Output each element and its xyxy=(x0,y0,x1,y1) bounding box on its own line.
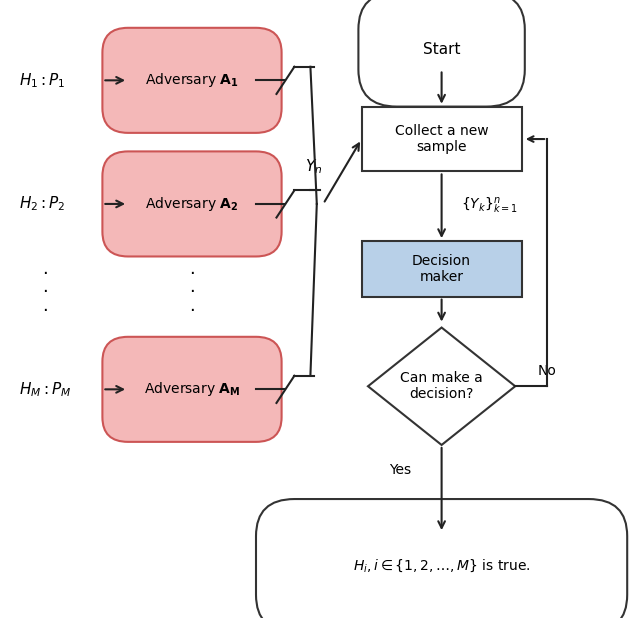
FancyArrowPatch shape xyxy=(324,143,359,201)
FancyBboxPatch shape xyxy=(102,151,282,256)
FancyBboxPatch shape xyxy=(102,337,282,442)
Text: $\cdot$: $\cdot$ xyxy=(189,281,195,300)
Text: Yes: Yes xyxy=(389,463,411,476)
FancyArrowPatch shape xyxy=(105,77,123,83)
Text: $\cdot$: $\cdot$ xyxy=(189,300,195,318)
Text: $\cdot$: $\cdot$ xyxy=(42,281,47,300)
Text: $H_i, i \in \{1, 2, \ldots, M\}$ is true.: $H_i, i \in \{1, 2, \ldots, M\}$ is true… xyxy=(353,557,531,574)
Text: Can make a
decision?: Can make a decision? xyxy=(400,371,483,401)
Text: Adversary $\mathbf{A_2}$: Adversary $\mathbf{A_2}$ xyxy=(145,195,239,213)
FancyBboxPatch shape xyxy=(362,241,522,297)
Text: $\{Y_k\}_{k=1}^n$: $\{Y_k\}_{k=1}^n$ xyxy=(461,197,518,216)
FancyBboxPatch shape xyxy=(102,28,282,133)
FancyArrowPatch shape xyxy=(105,386,123,392)
FancyArrowPatch shape xyxy=(528,137,545,142)
FancyBboxPatch shape xyxy=(362,106,522,171)
FancyArrowPatch shape xyxy=(438,174,445,236)
Text: Adversary $\mathbf{A_M}$: Adversary $\mathbf{A_M}$ xyxy=(144,380,240,399)
FancyArrowPatch shape xyxy=(105,201,123,207)
Text: $Y_n$: $Y_n$ xyxy=(305,158,323,176)
Text: Adversary $\mathbf{A_1}$: Adversary $\mathbf{A_1}$ xyxy=(145,71,239,90)
Text: No: No xyxy=(538,364,556,378)
Polygon shape xyxy=(368,328,515,445)
Text: Collect a new
sample: Collect a new sample xyxy=(395,124,488,154)
Text: $\cdot$: $\cdot$ xyxy=(42,263,47,281)
FancyArrowPatch shape xyxy=(438,447,445,528)
Text: $\cdot$: $\cdot$ xyxy=(42,300,47,318)
Text: $H_1 : P_1$: $H_1 : P_1$ xyxy=(19,71,66,90)
Text: Decision
maker: Decision maker xyxy=(412,254,471,284)
FancyBboxPatch shape xyxy=(358,0,525,106)
FancyBboxPatch shape xyxy=(256,499,627,618)
Text: $H_2 : P_2$: $H_2 : P_2$ xyxy=(19,195,66,213)
FancyArrowPatch shape xyxy=(438,72,445,101)
FancyArrowPatch shape xyxy=(438,299,445,320)
Text: Start: Start xyxy=(423,42,460,57)
Text: $H_M : P_M$: $H_M : P_M$ xyxy=(19,380,72,399)
Text: $\cdot$: $\cdot$ xyxy=(189,263,195,281)
